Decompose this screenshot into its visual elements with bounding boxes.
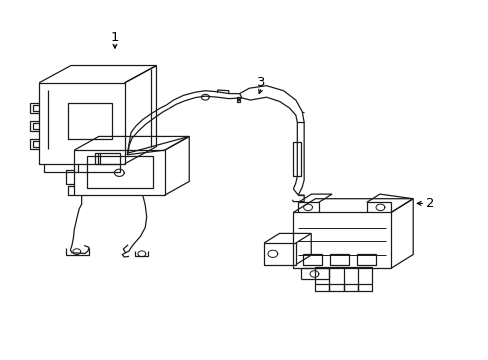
Text: 1: 1: [110, 31, 119, 44]
Text: 2: 2: [425, 197, 434, 210]
Text: 3: 3: [257, 76, 265, 89]
